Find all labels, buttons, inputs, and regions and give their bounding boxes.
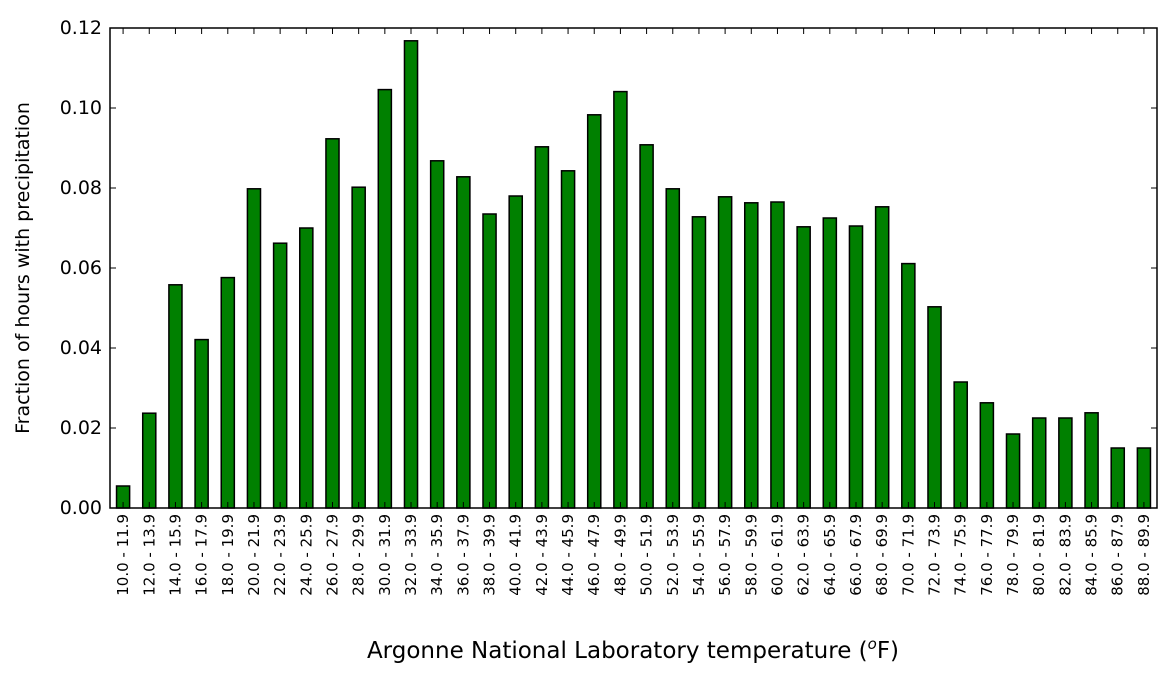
x-tick-label: 60.0 - 61.9 [768, 514, 786, 596]
x-tick-label: 44.0 - 45.9 [559, 514, 577, 596]
bar [586, 114, 602, 509]
bar [351, 186, 366, 509]
bar [168, 284, 183, 509]
y-axis-label: Fraction of hours with precipitation [12, 102, 34, 434]
y-axis-ticks: 0.00 0.02 0.04 0.06 0.08 0.10 0.12 [60, 17, 1157, 519]
x-tick-label: 64.0 - 65.9 [821, 514, 839, 596]
x-tick-label: 16.0 - 17.9 [193, 514, 211, 596]
bar [508, 195, 524, 509]
x-tick-label: 20.0 - 21.9 [245, 514, 263, 596]
bar [429, 160, 445, 509]
x-tick-label: 10.0 - 11.9 [114, 514, 132, 596]
x-tick-label: 36.0 - 37.9 [454, 514, 472, 596]
x-tick-label: 50.0 - 51.9 [638, 514, 656, 596]
x-axis-label-unit-sup: o [868, 635, 877, 653]
bar [1084, 412, 1099, 509]
y-tick-label: 0.02 [60, 417, 102, 439]
bar [220, 276, 236, 509]
bar [299, 227, 314, 509]
x-tick-label: 18.0 - 19.9 [219, 514, 237, 596]
bar [560, 170, 576, 509]
bar [770, 201, 785, 509]
bar [1005, 433, 1021, 509]
x-tick-label: 68.0 - 69.9 [873, 514, 891, 596]
bar [743, 202, 759, 509]
y-tick-label: 0.04 [60, 337, 102, 359]
x-axis-label-text: Argonne National Laboratory temperature … [367, 638, 868, 664]
x-tick-label: 70.0 - 71.9 [899, 514, 917, 596]
x-tick-label: 82.0 - 83.9 [1056, 514, 1074, 596]
x-tick-label: 34.0 - 35.9 [428, 514, 446, 596]
x-tick-label: 22.0 - 23.9 [271, 514, 289, 596]
x-tick-label: 72.0 - 73.9 [926, 514, 944, 596]
x-tick-label: 88.0 - 89.9 [1135, 514, 1153, 596]
x-tick-label: 48.0 - 49.9 [611, 514, 629, 596]
x-tick-label: 84.0 - 85.9 [1083, 514, 1101, 596]
x-axis-label: Argonne National Laboratory temperature … [367, 635, 899, 664]
bar [377, 88, 393, 509]
x-tick-label: 74.0 - 75.9 [952, 514, 970, 596]
x-tick-label: 40.0 - 41.9 [507, 514, 525, 596]
bar [927, 306, 942, 509]
bar [874, 206, 890, 509]
y-tick-label: 0.08 [60, 177, 102, 199]
x-tick-label: 54.0 - 55.9 [690, 514, 708, 596]
bar [482, 213, 497, 509]
x-tick-label: 78.0 - 79.9 [1004, 514, 1022, 596]
x-axis-label-unit-tail: F) [877, 638, 899, 664]
bar [1058, 417, 1073, 509]
bar [613, 90, 628, 509]
bar [272, 242, 288, 509]
x-tick-label: 26.0 - 27.9 [323, 514, 341, 596]
x-tick-label: 46.0 - 47.9 [585, 514, 603, 596]
x-tick-label: 38.0 - 39.9 [481, 514, 499, 596]
x-tick-label: 14.0 - 15.9 [166, 514, 184, 596]
x-tick-label: 76.0 - 77.9 [978, 514, 996, 596]
bar [246, 188, 262, 509]
bar [822, 217, 838, 509]
x-tick-label: 58.0 - 59.9 [742, 514, 760, 596]
bar [456, 176, 471, 509]
y-tick-label: 0.00 [60, 497, 102, 519]
bar [796, 226, 811, 509]
x-tick-label: 42.0 - 43.9 [533, 514, 551, 596]
x-tick-label: 32.0 - 33.9 [402, 514, 420, 596]
bar [717, 196, 733, 509]
x-axis-ticks: 10.0 - 11.9 12.0 - 13.9 14.0 - 15.9 16.0 - … [114, 28, 1153, 596]
bar [141, 412, 157, 509]
x-tick-label: 86.0 - 87.9 [1109, 514, 1127, 596]
bar [848, 225, 864, 509]
x-tick-label: 56.0 - 57.9 [716, 514, 734, 596]
y-tick-label: 0.10 [60, 97, 102, 119]
bar [1110, 447, 1126, 509]
bar [901, 262, 916, 509]
axes-frame [109, 27, 1158, 509]
bar [403, 40, 419, 509]
bar [1031, 417, 1047, 509]
x-tick-label: 80.0 - 81.9 [1030, 514, 1048, 596]
x-tick-label: 28.0 - 29.9 [350, 514, 368, 596]
bar [534, 146, 550, 509]
bar-series [115, 40, 1152, 509]
bar [325, 138, 340, 509]
x-tick-label: 30.0 - 31.9 [376, 514, 394, 596]
x-tick-label: 62.0 - 63.9 [795, 514, 813, 596]
bar [665, 188, 681, 509]
bar [639, 144, 654, 509]
bar [953, 381, 968, 509]
bar [691, 216, 707, 509]
bar [194, 338, 209, 509]
y-tick-label: 0.12 [60, 17, 102, 39]
bar [1136, 447, 1152, 509]
bar [979, 402, 995, 509]
x-tick-label: 12.0 - 13.9 [140, 514, 158, 596]
x-tick-label: 52.0 - 53.9 [664, 514, 682, 596]
y-tick-label: 0.06 [60, 257, 102, 279]
x-tick-label: 24.0 - 25.9 [297, 514, 315, 596]
x-tick-label: 66.0 - 67.9 [847, 514, 865, 596]
